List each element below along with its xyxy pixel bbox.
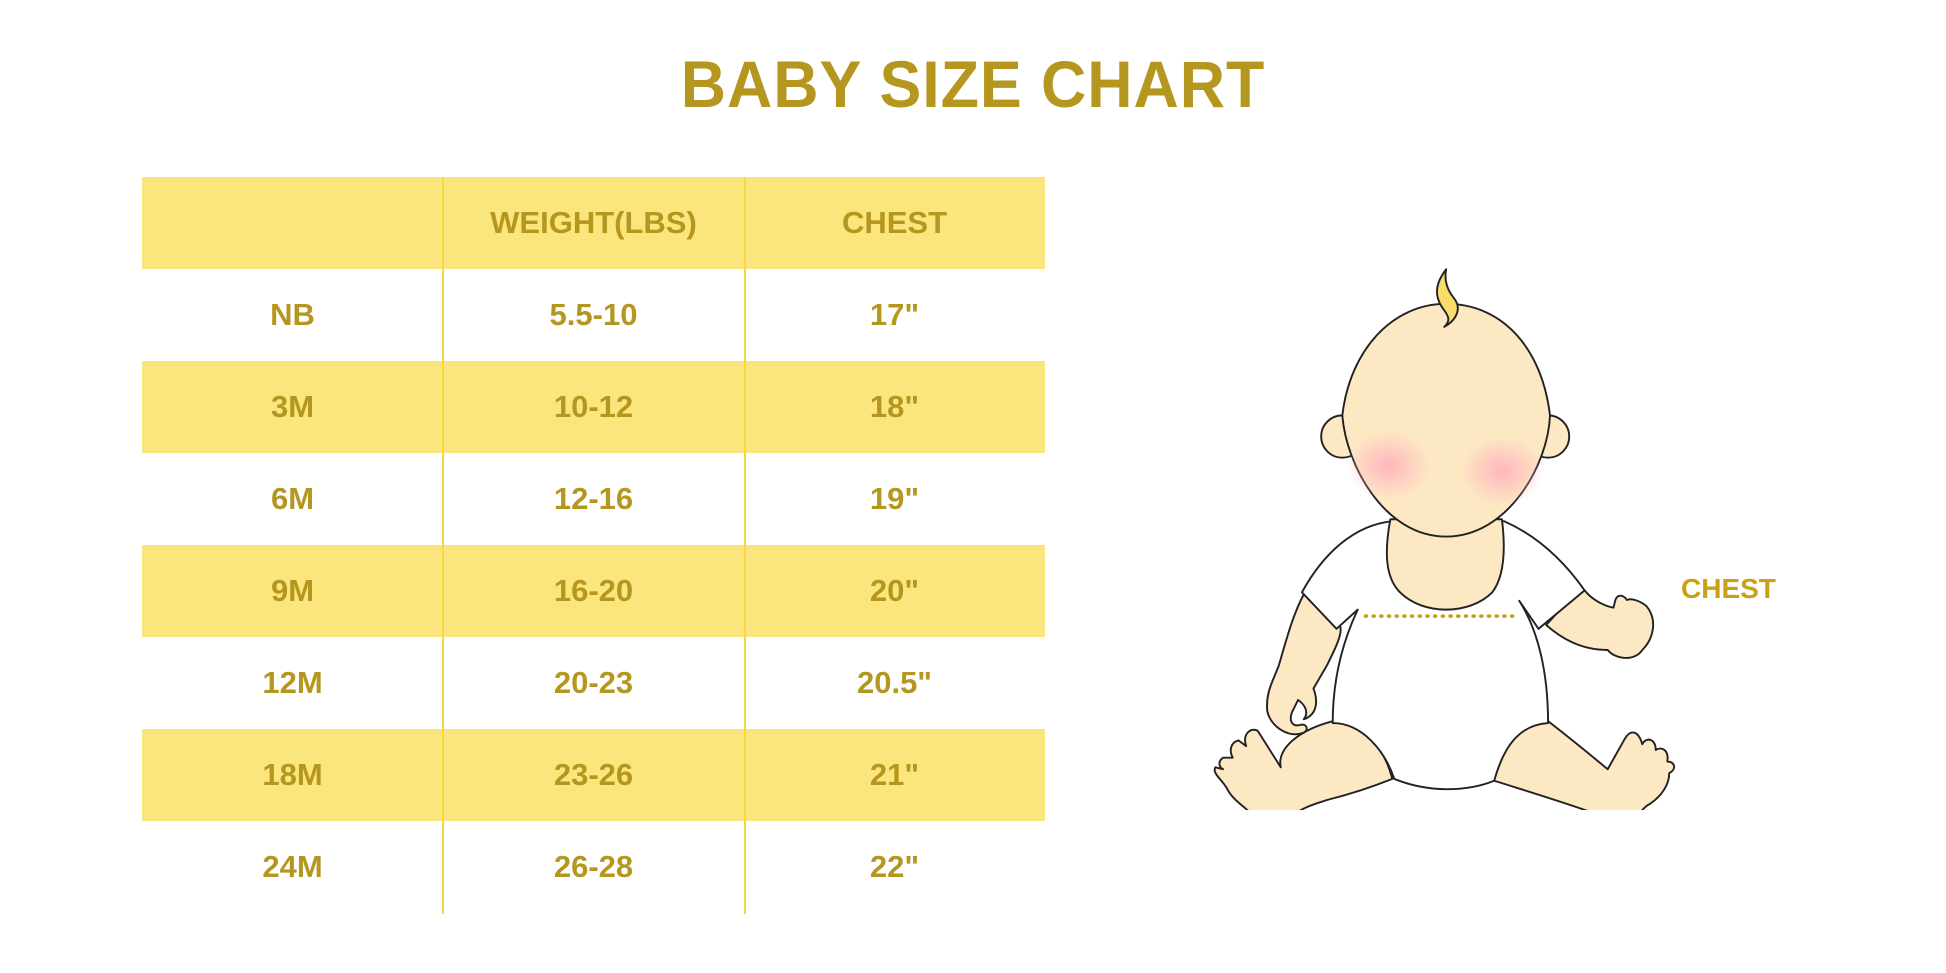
table-row: 3M 10-12 18" (142, 361, 1045, 453)
table-row: 18M 23-26 21" (142, 729, 1045, 821)
page-title: BABY SIZE CHART (680, 47, 1266, 121)
cell-weight: 5.5-10 (549, 297, 638, 332)
table-header: WEIGHT(LBS) CHEST (142, 177, 1045, 269)
header-chest: CHEST (841, 205, 948, 240)
right-cheek (1459, 436, 1545, 506)
baby-illustration (1213, 268, 1675, 810)
right-arm (1545, 589, 1655, 659)
cell-weight: 20-23 (553, 665, 634, 700)
header-weight: WEIGHT(LBS) (490, 205, 697, 240)
table-row: 24M 26-28 22" (142, 821, 1045, 913)
table-row: 9M 16-20 20" (142, 545, 1045, 637)
cell-chest: 20" (869, 573, 920, 608)
cell-weight: 16-20 (553, 573, 634, 608)
cell-weight: 23-26 (553, 757, 634, 792)
cell-chest: 21" (869, 757, 920, 792)
cell-weight: 12-16 (553, 481, 634, 516)
cell-size: 6M (270, 481, 315, 516)
column-divider (744, 177, 746, 914)
cell-chest: 19" (869, 481, 920, 516)
cell-size: 9M (270, 573, 315, 608)
neck (1385, 518, 1505, 611)
cell-chest: 20.5" (856, 665, 933, 700)
left-cheek (1346, 430, 1431, 500)
cell-chest: 18" (869, 389, 920, 424)
left-leg (1213, 720, 1394, 810)
cell-size: 18M (262, 757, 323, 792)
size-table: WEIGHT(LBS) CHEST NB 5.5-10 17" 3M 10-12 18" 6… (142, 177, 1045, 914)
hair-curl (1436, 268, 1459, 328)
cell-size: NB (270, 297, 315, 332)
table-row: 12M 20-23 20.5" (142, 637, 1045, 729)
cell-size: 24M (262, 849, 323, 884)
cell-chest: 22" (869, 849, 920, 884)
table-row: 6M 12-16 19" (142, 453, 1045, 545)
column-divider (442, 177, 444, 914)
left-arm (1266, 593, 1342, 736)
cell-size: 12M (262, 665, 323, 700)
right-leg (1493, 720, 1675, 810)
cell-weight: 10-12 (553, 389, 634, 424)
chest-label: CHEST (1681, 573, 1776, 604)
table-row: NB 5.5-10 17" (142, 269, 1045, 361)
cell-weight: 26-28 (553, 849, 634, 884)
cell-size: 3M (270, 389, 315, 424)
onesie (1300, 520, 1586, 791)
cell-chest: 17" (869, 297, 920, 332)
